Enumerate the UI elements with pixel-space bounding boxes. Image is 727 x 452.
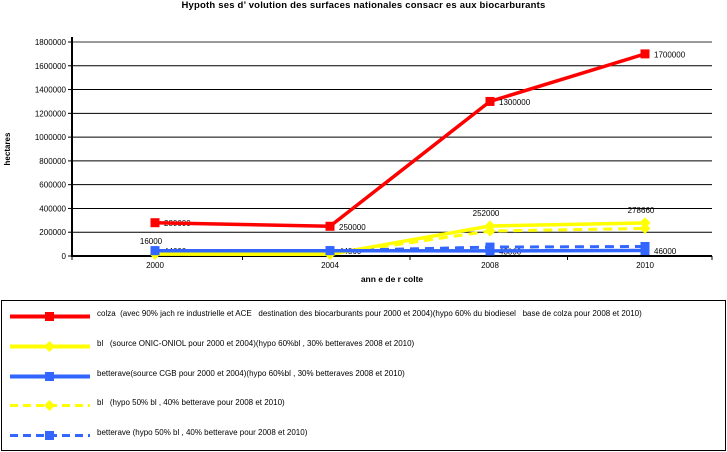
point-label: 250000: [339, 223, 366, 232]
y-tick-label: 0: [62, 252, 67, 261]
marker-colza: [485, 96, 495, 106]
marker-colza: [150, 218, 160, 228]
legend-item-label: bl (source ONIC-ONIOL pour 2000 et 2004)…: [97, 338, 415, 348]
marker-betterave-30: [640, 246, 650, 256]
legend-ble-60-line-icon: [10, 340, 90, 352]
x-tick-label: 2008: [481, 261, 499, 270]
legend-item-label: betterave(source CGB pour 2000 et 2004)(…: [97, 368, 405, 378]
y-tick-label: 800000: [39, 157, 66, 166]
point-label: 278660: [628, 206, 655, 215]
legend-square-marker-icon: [45, 431, 54, 440]
axis-labels: 0 200000 400000 600000 800000 1000000 1200000 1…: [3, 38, 654, 284]
y-tick-label: 1800000: [35, 38, 67, 47]
point-label: 1700000: [654, 50, 686, 59]
point-label: 1300000: [499, 98, 531, 107]
chart-title: Hypoth ses d’ volution des surfaces nati…: [181, 0, 546, 11]
marker-ble-60: [639, 217, 651, 229]
series-line-ble-50: [154, 226, 646, 256]
legend-item-label: betterave (hypo 50% bl , 40% betterave p…: [97, 428, 308, 437]
series-line-ble-60: [154, 221, 646, 257]
marker-betterave-30: [485, 246, 495, 256]
marker-colza: [325, 221, 335, 231]
y-tick-label: 200000: [39, 228, 66, 237]
legend-item-betterave-30: betterave(source CGB pour 2000 et 2004)(…: [8, 369, 721, 383]
legend-diamond-marker-icon: [44, 400, 55, 412]
point-label: 16000: [140, 237, 163, 246]
y-tick-label: 1200000: [35, 109, 67, 118]
marker-colza: [640, 49, 650, 59]
marker-ble-60: [484, 220, 496, 232]
legend-betterave-40-line-icon: [10, 431, 90, 440]
legend: colza (avec 90% jach re industrielle et …: [1, 300, 726, 451]
x-axis-title: ann e de r colte: [361, 274, 424, 284]
y-tick-label: 1600000: [35, 62, 67, 71]
marker-betterave-30: [150, 246, 160, 256]
point-label: 252000: [473, 209, 500, 218]
legend-item-colza: colza (avec 90% jach re industrielle et …: [8, 309, 721, 323]
data-labels: 250000 1300000 1700000 16000 252000 46000: [140, 50, 686, 256]
marker-ble-50: [639, 222, 651, 234]
x-tick-label: 2000: [146, 261, 164, 270]
x-tick-label: 2004: [321, 261, 339, 270]
series-lines: [149, 49, 651, 260]
legend-item-label: colza (avec 90% jach re industrielle et …: [97, 309, 642, 318]
legend-colza-line-icon: [10, 312, 90, 321]
legend-item-betterave-40: betterave (hypo 50% bl , 40% betterave p…: [8, 428, 721, 442]
y-axis-title: hectares: [3, 132, 12, 165]
axes: [68, 37, 713, 260]
legend-item-ble-50: bl (hypo 50% bl , 40% betterave pour 200…: [8, 398, 721, 412]
y-tick-label: 600000: [39, 181, 66, 190]
series-line-betterave-40: [155, 245, 646, 253]
legend-ble-50-line-icon: [10, 400, 90, 412]
legend-item-label: bl (hypo 50% bl , 40% betterave pour 200…: [97, 398, 285, 408]
y-tick-label: 1400000: [35, 86, 67, 95]
legend-betterave-30-line-icon: [10, 371, 90, 381]
point-label: 46000: [654, 247, 677, 256]
series-line-colza: [154, 52, 646, 229]
legend-item-ble-60: bl (source ONIC-ONIOL pour 2000 et 2004)…: [8, 339, 721, 353]
legend-square-marker-icon: [45, 371, 54, 381]
marker-betterave-30: [325, 246, 335, 256]
y-tick-label: 1000000: [35, 133, 67, 142]
legend-square-marker-icon: [45, 312, 54, 321]
y-tick-label: 400000: [39, 204, 66, 213]
legend-diamond-marker-icon: [44, 340, 55, 352]
x-tick-label: 2010: [636, 261, 654, 270]
